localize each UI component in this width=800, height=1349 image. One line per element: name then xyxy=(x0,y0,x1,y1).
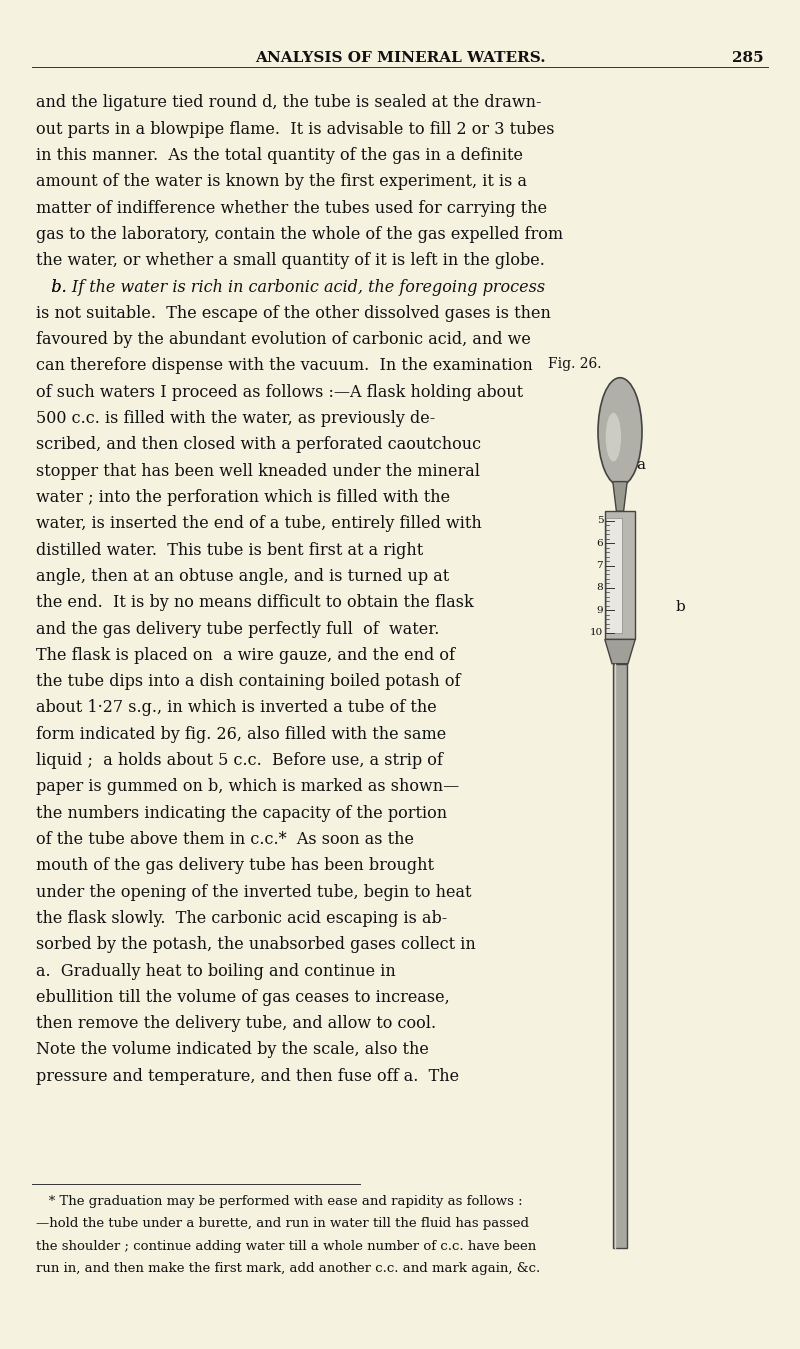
Text: —hold the tube under a burette, and run in water till the fluid has passed: —hold the tube under a burette, and run … xyxy=(36,1218,529,1230)
Polygon shape xyxy=(613,482,627,511)
Text: ebullition till the volume of gas ceases to increase,: ebullition till the volume of gas ceases… xyxy=(36,989,450,1006)
Text: pressure and temperature, and then fuse off a.  The: pressure and temperature, and then fuse … xyxy=(36,1068,459,1085)
Text: matter of indifference whether the tubes used for carrying the: matter of indifference whether the tubes… xyxy=(36,200,547,217)
Text: 9: 9 xyxy=(597,606,603,615)
Text: paper is gummed on b, which is marked as shown—: paper is gummed on b, which is marked as… xyxy=(36,778,459,796)
Text: amount of the water is known by the first experiment, it is a: amount of the water is known by the firs… xyxy=(36,173,527,190)
Text: b.: b. xyxy=(36,278,72,295)
Text: a: a xyxy=(636,459,645,472)
Text: 5: 5 xyxy=(597,517,603,525)
Text: Fig. 26.: Fig. 26. xyxy=(548,357,602,371)
Text: the end.  It is by no means difficult to obtain the flask: the end. It is by no means difficult to … xyxy=(36,594,474,611)
Text: 8: 8 xyxy=(597,583,603,592)
Text: under the opening of the inverted tube, begin to heat: under the opening of the inverted tube, … xyxy=(36,884,471,901)
Text: distilled water.  This tube is bent first at a right: distilled water. This tube is bent first… xyxy=(36,541,423,558)
Text: is not suitable.  The escape of the other dissolved gases is then: is not suitable. The escape of the other… xyxy=(36,305,551,322)
Text: liquid ;  a holds about 5 c.c.  Before use, a strip of: liquid ; a holds about 5 c.c. Before use… xyxy=(36,751,443,769)
Polygon shape xyxy=(605,639,635,664)
Text: The flask is placed on  a wire gauze, and the end of: The flask is placed on a wire gauze, and… xyxy=(36,646,455,664)
Polygon shape xyxy=(613,664,627,1248)
Text: 10: 10 xyxy=(590,629,603,637)
Text: * The graduation may be performed with ease and rapidity as follows :: * The graduation may be performed with e… xyxy=(36,1195,522,1209)
Text: the water, or whether a small quantity of it is left in the globe.: the water, or whether a small quantity o… xyxy=(36,252,545,270)
Text: can therefore dispense with the vacuum.  In the examination: can therefore dispense with the vacuum. … xyxy=(36,357,533,375)
Text: about 1·27 s.g., in which is inverted a tube of the: about 1·27 s.g., in which is inverted a … xyxy=(36,699,437,716)
Text: of the tube above them in c.c.*  As soon as the: of the tube above them in c.c.* As soon … xyxy=(36,831,414,849)
Text: the numbers indicating the capacity of the portion: the numbers indicating the capacity of t… xyxy=(36,804,447,822)
Text: then remove the delivery tube, and allow to cool.: then remove the delivery tube, and allow… xyxy=(36,1014,436,1032)
Text: water, is inserted the end of a tube, entirely filled with: water, is inserted the end of a tube, en… xyxy=(36,515,482,533)
Text: ANALYSIS OF MINERAL WATERS.: ANALYSIS OF MINERAL WATERS. xyxy=(254,51,546,65)
Text: Note the volume indicated by the scale, also the: Note the volume indicated by the scale, … xyxy=(36,1041,429,1059)
Text: and the gas delivery tube perfectly full  of  water.: and the gas delivery tube perfectly full… xyxy=(36,621,439,638)
Text: and the ligature tied round d, the tube is sealed at the drawn-: and the ligature tied round d, the tube … xyxy=(36,94,542,112)
Text: sorbed by the potash, the unabsorbed gases collect in: sorbed by the potash, the unabsorbed gas… xyxy=(36,936,476,954)
Text: a.  Gradually heat to boiling and continue in: a. Gradually heat to boiling and continu… xyxy=(36,962,396,979)
Text: 7: 7 xyxy=(597,561,603,571)
Text: in this manner.  As the total quantity of the gas in a definite: in this manner. As the total quantity of… xyxy=(36,147,523,165)
Text: b. If the water is rich in carbonic acid, the foregoing process: b. If the water is rich in carbonic acid… xyxy=(36,278,545,295)
Text: of such waters I proceed as follows :—A flask holding about: of such waters I proceed as follows :—A … xyxy=(36,383,523,401)
Text: out parts in a blowpipe flame.  It is advisable to fill 2 or 3 tubes: out parts in a blowpipe flame. It is adv… xyxy=(36,120,554,138)
Text: mouth of the gas delivery tube has been brought: mouth of the gas delivery tube has been … xyxy=(36,858,434,874)
Ellipse shape xyxy=(606,413,621,461)
Text: stopper that has been well kneaded under the mineral: stopper that has been well kneaded under… xyxy=(36,463,480,480)
Text: b: b xyxy=(676,600,686,614)
Ellipse shape xyxy=(598,378,642,486)
Text: gas to the laboratory, contain the whole of the gas expelled from: gas to the laboratory, contain the whole… xyxy=(36,225,563,243)
Text: the shoulder ; continue adding water till a whole number of c.c. have been: the shoulder ; continue adding water til… xyxy=(36,1240,536,1253)
Text: water ; into the perforation which is filled with the: water ; into the perforation which is fi… xyxy=(36,488,450,506)
Polygon shape xyxy=(605,511,635,639)
Text: form indicated by fig. 26, also filled with the same: form indicated by fig. 26, also filled w… xyxy=(36,726,446,743)
Text: favoured by the abundant evolution of carbonic acid, and we: favoured by the abundant evolution of ca… xyxy=(36,332,531,348)
Text: angle, then at an obtuse angle, and is turned up at: angle, then at an obtuse angle, and is t… xyxy=(36,568,450,585)
Polygon shape xyxy=(606,518,622,633)
Text: 6: 6 xyxy=(597,538,603,548)
Text: 285: 285 xyxy=(732,51,764,65)
Text: the flask slowly.  The carbonic acid escaping is ab-: the flask slowly. The carbonic acid esca… xyxy=(36,909,447,927)
Text: 500 c.c. is filled with the water, as previously de-: 500 c.c. is filled with the water, as pr… xyxy=(36,410,435,428)
Text: run in, and then make the first mark, add another c.c. and mark again, &c.: run in, and then make the first mark, ad… xyxy=(36,1263,540,1275)
Text: scribed, and then closed with a perforated caoutchouc: scribed, and then closed with a perforat… xyxy=(36,436,481,453)
Text: the tube dips into a dish containing boiled potash of: the tube dips into a dish containing boi… xyxy=(36,673,461,691)
